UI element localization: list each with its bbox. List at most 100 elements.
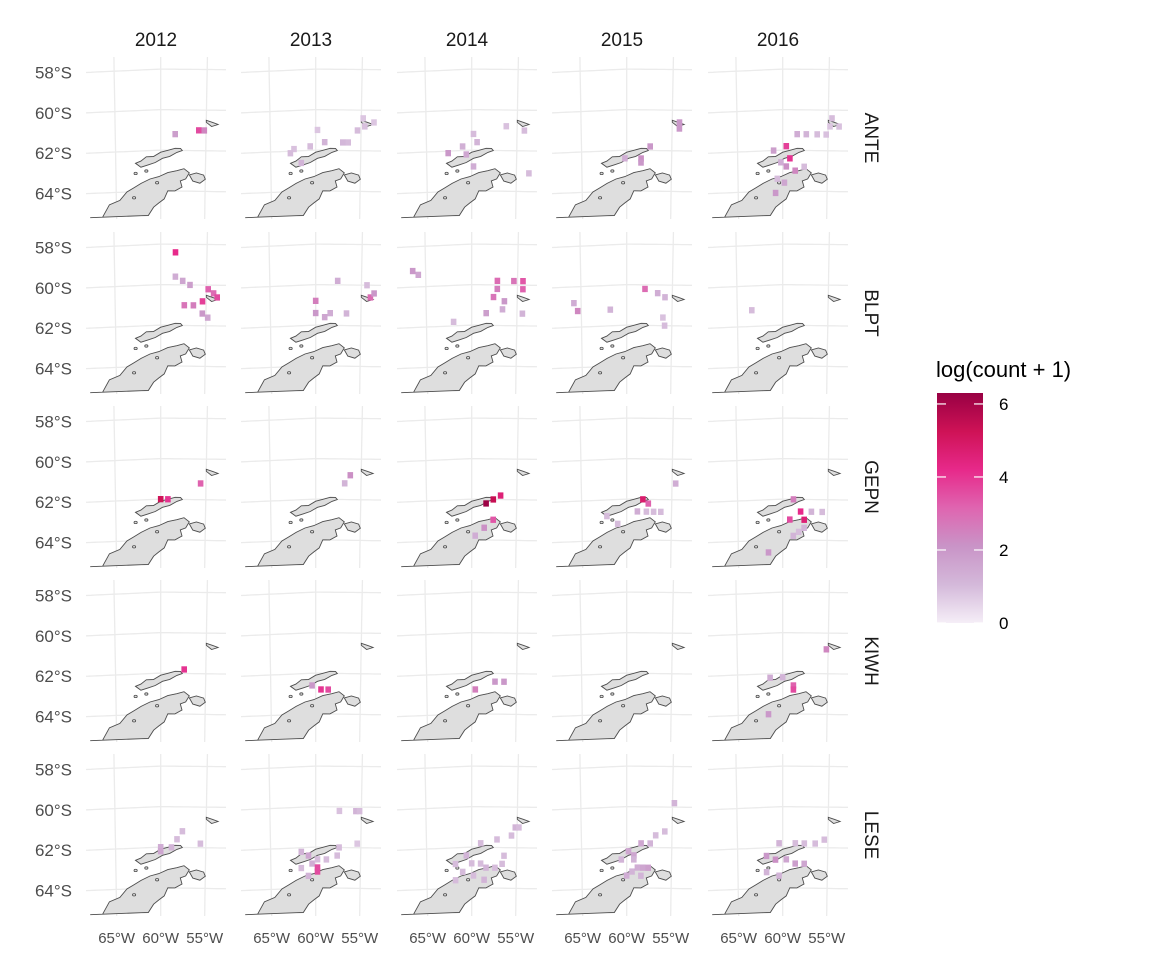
heat-cell xyxy=(334,852,340,859)
small-island xyxy=(310,530,315,534)
heat-cell xyxy=(829,115,835,122)
heat-cell xyxy=(787,155,793,162)
small-island xyxy=(754,719,759,723)
small-island xyxy=(754,371,759,375)
small-island xyxy=(287,196,292,200)
gridline-lon xyxy=(670,406,675,568)
heat-cell xyxy=(808,508,815,515)
panel-ante-2016 xyxy=(708,57,848,219)
gridline-lon xyxy=(515,580,520,742)
panel-gepn-2013 xyxy=(241,406,381,568)
small-island xyxy=(599,520,604,525)
peninsula-landmass xyxy=(401,517,501,568)
gridline-lat xyxy=(241,283,381,289)
gridline-lat xyxy=(708,149,848,154)
heat-cell xyxy=(490,293,497,301)
joinville-island xyxy=(188,869,206,881)
panel-ante-2015 xyxy=(552,57,692,219)
heat-cell xyxy=(623,872,630,879)
heat-cell xyxy=(354,840,360,847)
small-island xyxy=(766,518,771,522)
joinville-island xyxy=(654,521,672,533)
peninsula-landmass xyxy=(401,343,501,394)
small-island xyxy=(132,371,137,375)
heat-cell xyxy=(472,686,479,693)
x-tick-label: 55°W xyxy=(808,930,846,947)
heat-cell xyxy=(463,852,470,859)
small-island xyxy=(777,704,782,708)
gridline-lat xyxy=(552,68,692,74)
panel-lese-2014 xyxy=(397,754,537,916)
gridline-lat xyxy=(86,68,226,74)
peninsula-landmass xyxy=(245,517,345,568)
heat-cell xyxy=(650,508,657,515)
peninsula-landmass xyxy=(90,168,190,219)
gridline-lat xyxy=(552,591,692,597)
south-orkney-islands xyxy=(205,119,220,127)
small-island xyxy=(755,868,760,873)
x-tick-label: 60°W xyxy=(764,930,802,947)
heat-cell xyxy=(481,524,487,531)
small-island xyxy=(443,196,448,200)
small-island xyxy=(777,356,782,360)
x-tick-label: 60°W xyxy=(453,930,491,947)
gridline-lon xyxy=(515,232,520,394)
heat-cell xyxy=(661,322,668,329)
heat-cell xyxy=(336,807,343,815)
gridline-lat xyxy=(397,283,537,289)
gridline-lat xyxy=(552,457,692,463)
gridline-lat xyxy=(86,283,226,289)
legend-tick-label: 6 xyxy=(999,395,1008,414)
gridline-lon xyxy=(359,754,364,916)
south-shetland-islands xyxy=(600,496,650,517)
heat-cell xyxy=(459,868,466,875)
small-island xyxy=(621,878,626,882)
y-tick-label: 60°S xyxy=(35,453,72,472)
gridline-lat xyxy=(241,765,381,771)
heat-cell xyxy=(298,159,305,167)
heat-cell xyxy=(307,143,313,150)
south-shetland-islands xyxy=(756,147,806,168)
heat-cell xyxy=(181,302,188,309)
south-shetland-islands xyxy=(445,147,495,168)
heat-cell xyxy=(607,306,614,313)
gridline-lat xyxy=(241,243,381,249)
heat-cell xyxy=(187,281,193,289)
panel-kiwh-2014 xyxy=(397,580,537,742)
y-tick-label: 60°S xyxy=(35,801,72,820)
small-island xyxy=(766,866,771,870)
x-tick-label: 55°W xyxy=(341,930,379,947)
y-tick-label: 62°S xyxy=(35,841,72,860)
gridline-lat xyxy=(86,805,226,811)
small-island xyxy=(132,196,137,200)
heat-cell xyxy=(172,273,179,280)
peninsula-landmass xyxy=(556,343,656,394)
small-island xyxy=(299,169,304,173)
small-island xyxy=(754,196,759,200)
small-island xyxy=(466,704,471,708)
x-tick-label: 55°W xyxy=(652,930,690,947)
gridline-lat xyxy=(552,243,692,249)
peninsula-landmass xyxy=(556,691,656,742)
peninsula-landmass xyxy=(90,343,190,394)
heat-cell xyxy=(415,271,422,278)
small-island xyxy=(133,694,138,699)
joinville-island xyxy=(499,869,517,881)
heat-cell xyxy=(483,500,489,507)
heat-cell xyxy=(765,549,772,556)
small-island xyxy=(443,719,448,723)
heat-cell xyxy=(494,285,501,293)
joinville-island xyxy=(188,172,206,184)
heat-cell xyxy=(347,472,354,479)
gridline-lat xyxy=(397,631,537,637)
y-tick-label: 60°S xyxy=(35,627,72,646)
heat-cell xyxy=(477,860,484,867)
heat-cell xyxy=(340,139,346,146)
joinville-island xyxy=(499,347,517,359)
small-island xyxy=(777,878,782,882)
y-tick-label: 58°S xyxy=(35,63,72,82)
facet-strip-2013: 2013 xyxy=(290,30,332,51)
gridline-lat xyxy=(708,324,848,329)
facet-strip-2016: 2016 xyxy=(757,30,799,51)
heat-cell xyxy=(783,856,790,863)
